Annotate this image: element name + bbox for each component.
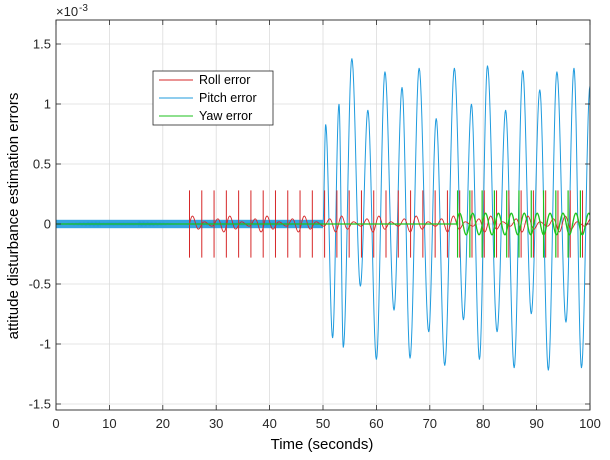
x-tick-label: 70 <box>423 416 437 431</box>
x-tick-label: 0 <box>52 416 59 431</box>
y-tick-label: 0 <box>44 217 51 232</box>
x-tick-label: 90 <box>529 416 543 431</box>
series-layer <box>56 58 590 371</box>
x-tick-label: 80 <box>476 416 490 431</box>
y-exponent-base: ×10 <box>56 4 78 19</box>
y-tick-label: 1.5 <box>33 37 51 52</box>
y-tick-label: 1 <box>44 97 51 112</box>
legend-entry-pitch: Pitch error <box>199 91 257 105</box>
y-tick-label: 0.5 <box>33 157 51 172</box>
yaw-error-line <box>56 212 590 236</box>
legend: Roll error Pitch error Yaw error <box>152 70 274 126</box>
y-axis-label: attitude disturbance estimation errors <box>5 93 22 340</box>
x-tick-label: 20 <box>156 416 170 431</box>
legend-entry-roll: Roll error <box>199 73 250 87</box>
y-tick-label: -1 <box>39 337 51 352</box>
x-tick-label: 50 <box>316 416 330 431</box>
y-tick-label: -1.5 <box>29 397 51 412</box>
ticks: 0 10 20 30 40 50 60 70 80 90 100 -1.5 -1 -0.5 0 0.5 1 1.5 <box>29 20 601 431</box>
y-tick-label: -0.5 <box>29 277 51 292</box>
legend-entry-yaw: Yaw error <box>199 109 252 123</box>
x-tick-label: 10 <box>102 416 116 431</box>
x-tick-label: 100 <box>579 416 601 431</box>
x-tick-label: 60 <box>369 416 383 431</box>
y-exponent-power: -3 <box>79 3 88 14</box>
x-tick-label: 40 <box>262 416 276 431</box>
x-axis-label: Time (seconds) <box>271 436 374 453</box>
x-tick-label: 30 <box>209 416 223 431</box>
